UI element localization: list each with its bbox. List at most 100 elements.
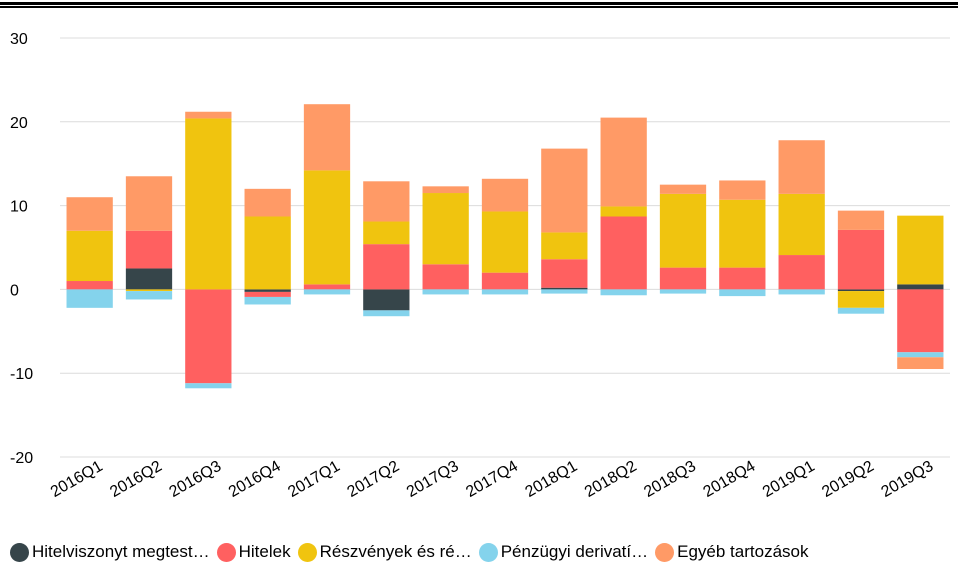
bar-segment — [481, 211, 529, 273]
bar-segment — [363, 310, 410, 317]
bar-segment — [303, 104, 351, 171]
bar-segment — [244, 296, 291, 305]
legend-swatch — [10, 542, 29, 562]
bar-segment — [185, 111, 232, 119]
bar-segment — [541, 232, 588, 260]
bar-segment — [363, 289, 410, 311]
x-tick-label: 2016Q2 — [107, 458, 165, 501]
bar-segment — [244, 216, 291, 290]
x-tick-label: 2019Q2 — [819, 458, 877, 501]
bar-segment — [66, 289, 113, 308]
legend-label: Egyéb tartozások — [677, 542, 809, 561]
bar-segment — [600, 206, 647, 217]
bar-segment — [303, 289, 351, 295]
bar-segment — [125, 230, 173, 269]
bar-segment — [837, 229, 885, 290]
y-axis-ticks: 30 20 10 0 -10 -20 — [10, 31, 33, 467]
bar-segment — [897, 284, 944, 290]
legend-item: Egyéb tartozások — [655, 542, 808, 562]
bar-segment — [244, 291, 291, 297]
bar-segment — [244, 289, 291, 292]
bar-segment — [837, 210, 885, 230]
x-tick-label: 2016Q4 — [226, 458, 284, 501]
bar-segment — [659, 289, 707, 294]
bar-segment — [897, 289, 944, 353]
bar-segment — [66, 281, 113, 290]
bar-segment — [481, 178, 529, 212]
legend-swatch — [655, 542, 675, 562]
bar-segment — [837, 289, 885, 292]
bar-segment — [897, 215, 944, 285]
legend-label: Hitelek — [238, 542, 291, 561]
legend-label: Pénzügyi derivatí… — [500, 542, 649, 561]
bar-segment — [719, 289, 766, 297]
legend-swatch — [216, 542, 236, 562]
x-tick-label: 2018Q4 — [701, 458, 759, 501]
x-tick-label: 2016Q3 — [167, 458, 225, 501]
bars — [66, 104, 944, 389]
bar-segment — [897, 357, 944, 370]
bar-segment — [422, 186, 469, 194]
bar-segment — [541, 287, 588, 290]
bar-segment — [778, 289, 825, 295]
bar-segment — [659, 193, 707, 268]
legend-item: Pénzügyi derivatí… — [478, 542, 649, 562]
legend-item: Részvények és ré… — [297, 542, 472, 562]
legend-item: Hitelek — [216, 542, 291, 562]
bar-segment — [303, 284, 351, 290]
bar-segment — [185, 289, 232, 384]
y-tick-label: 20 — [10, 115, 28, 132]
bar-segment — [541, 148, 588, 233]
bar-segment — [600, 117, 647, 207]
bar-segment — [66, 230, 113, 282]
legend-swatch — [297, 542, 317, 562]
bar-segment — [244, 188, 291, 217]
legend-label: Részvények és ré… — [319, 542, 472, 561]
x-tick-label: 2016Q1 — [48, 458, 106, 501]
x-tick-label: 2018Q1 — [523, 458, 581, 501]
bar-segment — [481, 272, 529, 290]
bar-segment — [778, 255, 825, 290]
bar-segment — [125, 176, 173, 231]
x-tick-label: 2017Q2 — [345, 458, 403, 501]
bar-segment — [778, 193, 825, 256]
y-tick-label: 30 — [10, 31, 28, 48]
bar-segment — [422, 289, 469, 295]
top-rule — [0, 2, 958, 8]
x-tick-label: 2018Q2 — [582, 458, 640, 501]
bar-segment — [125, 289, 173, 292]
bar-segment — [422, 264, 469, 290]
bar-segment — [600, 216, 647, 290]
bar-segment — [541, 259, 588, 288]
bar-segment — [125, 291, 173, 300]
legend: Hitelviszonyt megtest… Hitelek Részvények … — [10, 540, 815, 564]
y-tick-label: 10 — [10, 199, 28, 216]
bar-segment — [363, 244, 410, 290]
y-tick-label: -20 — [10, 450, 33, 467]
bar-segment — [481, 289, 529, 295]
bar-segment — [778, 140, 825, 194]
y-tick-label: -10 — [10, 366, 33, 383]
bar-segment — [719, 199, 766, 268]
legend-swatch — [478, 542, 498, 562]
legend-item: Hitelviszonyt megtest… — [10, 542, 210, 562]
x-tick-label: 2019Q3 — [879, 458, 937, 501]
y-tick-label: 0 — [10, 282, 19, 299]
legend-label: Hitelviszonyt megtest… — [32, 542, 210, 561]
bar-segment — [659, 184, 707, 194]
x-tick-label: 2018Q3 — [641, 458, 699, 501]
bar-segment — [185, 383, 232, 389]
bar-segment — [185, 118, 232, 290]
x-tick-label: 2017Q3 — [404, 458, 462, 501]
x-axis-ticks: 2016Q1 2016Q2 2016Q3 2016Q4 2017Q1 2017Q2 2017… — [48, 458, 937, 501]
bar-segment — [363, 221, 410, 245]
bar-segment — [659, 267, 707, 290]
x-tick-label: 2017Q1 — [285, 458, 343, 501]
bar-segment — [600, 289, 647, 296]
x-tick-label: 2019Q1 — [760, 458, 818, 501]
bar-segment — [837, 291, 885, 308]
bar-segment — [837, 307, 885, 314]
bar-segment — [422, 193, 469, 265]
bar-segment — [719, 180, 766, 200]
